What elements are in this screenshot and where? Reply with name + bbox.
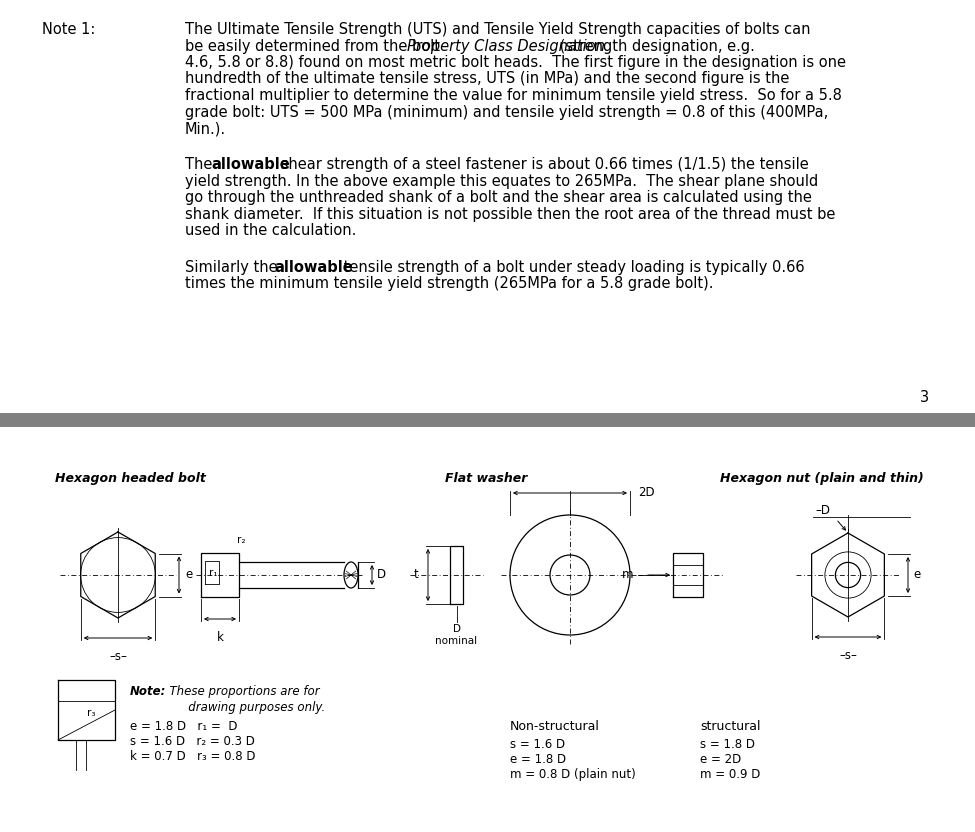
Text: t: t [413,568,418,582]
Text: drawing purposes only.: drawing purposes only. [162,701,326,714]
Text: Similarly the: Similarly the [185,260,282,275]
Text: be easily determined from the bolt: be easily determined from the bolt [185,38,445,53]
Text: m: m [621,568,633,582]
Text: (strength designation, e.g.: (strength designation, e.g. [555,38,755,53]
Text: –s–: –s– [839,649,857,662]
Text: yield strength. In the above example this equates to 265MPa.  The shear plane sh: yield strength. In the above example thi… [185,174,818,189]
Text: m = 0.8 D (plain nut): m = 0.8 D (plain nut) [510,768,636,781]
Text: times the minimum tensile yield strength (265MPa for a 5.8 grade bolt).: times the minimum tensile yield strength… [185,276,714,291]
Text: used in the calculation.: used in the calculation. [185,223,357,238]
Text: –D: –D [815,504,830,517]
Text: D
nominal: D nominal [436,624,478,646]
Text: go through the unthreaded shank of a bolt and the shear area is calculated using: go through the unthreaded shank of a bol… [185,191,812,206]
Text: e: e [913,568,920,582]
Text: e = 2D: e = 2D [700,753,741,766]
Text: hundredth of the ultimate tensile stress, UTS (in MPa) and the second figure is : hundredth of the ultimate tensile stress… [185,72,790,87]
Text: –s–: –s– [109,650,127,663]
Text: The Ultimate Tensile Strength (UTS) and Tensile Yield Strength capacities of bol: The Ultimate Tensile Strength (UTS) and … [185,22,810,37]
Text: e = 1.8 D: e = 1.8 D [510,753,566,766]
Text: D: D [377,568,386,582]
Text: Non-structural: Non-structural [510,720,600,733]
Text: fractional multiplier to determine the value for minimum tensile yield stress.  : fractional multiplier to determine the v… [185,88,841,103]
Text: The: The [185,157,217,172]
Text: r₂: r₂ [237,535,246,545]
Text: Note:: Note: [130,685,167,698]
Text: These proportions are for: These proportions are for [162,685,320,698]
Text: Hexagon nut (plain and thin): Hexagon nut (plain and thin) [720,472,923,485]
Text: grade bolt: UTS = 500 MPa (minimum) and tensile yield strength = 0.8 of this (40: grade bolt: UTS = 500 MPa (minimum) and … [185,105,828,120]
Text: shear strength of a steel fastener is about 0.66 times (1/1.5) the tensile: shear strength of a steel fastener is ab… [276,157,808,172]
Text: allowable: allowable [211,157,290,172]
Text: e: e [185,568,192,582]
Text: r₁: r₁ [209,567,217,577]
Text: 2D: 2D [638,487,654,499]
Text: shank diameter.  If this situation is not possible then the root area of the thr: shank diameter. If this situation is not… [185,207,836,222]
Text: s = 1.6 D: s = 1.6 D [510,738,566,751]
Text: m = 0.9 D: m = 0.9 D [700,768,760,781]
Text: tensile strength of a bolt under steady loading is typically 0.66: tensile strength of a bolt under steady … [339,260,804,275]
Text: Min.).: Min.). [185,121,226,136]
Text: r₃: r₃ [87,708,96,718]
Text: allowable: allowable [274,260,353,275]
Text: s = 1.6 D   r₂ = 0.3 D: s = 1.6 D r₂ = 0.3 D [130,735,254,748]
Text: Property Class Designation: Property Class Designation [407,38,605,53]
Text: 4.6, 5.8 or 8.8) found on most metric bolt heads.  The first figure in the desig: 4.6, 5.8 or 8.8) found on most metric bo… [185,55,846,70]
Text: Hexagon headed bolt: Hexagon headed bolt [55,472,206,485]
Text: s = 1.8 D: s = 1.8 D [700,738,755,751]
Text: Flat washer: Flat washer [445,472,527,485]
Text: e = 1.8 D   r₁ =  D: e = 1.8 D r₁ = D [130,720,238,733]
Text: Note 1:: Note 1: [42,22,95,37]
Text: k: k [216,631,223,644]
Bar [0,413,975,427]
Text: 3: 3 [920,390,929,405]
Text: structural: structural [700,720,760,733]
Text: k = 0.7 D   r₃ = 0.8 D: k = 0.7 D r₃ = 0.8 D [130,750,255,763]
